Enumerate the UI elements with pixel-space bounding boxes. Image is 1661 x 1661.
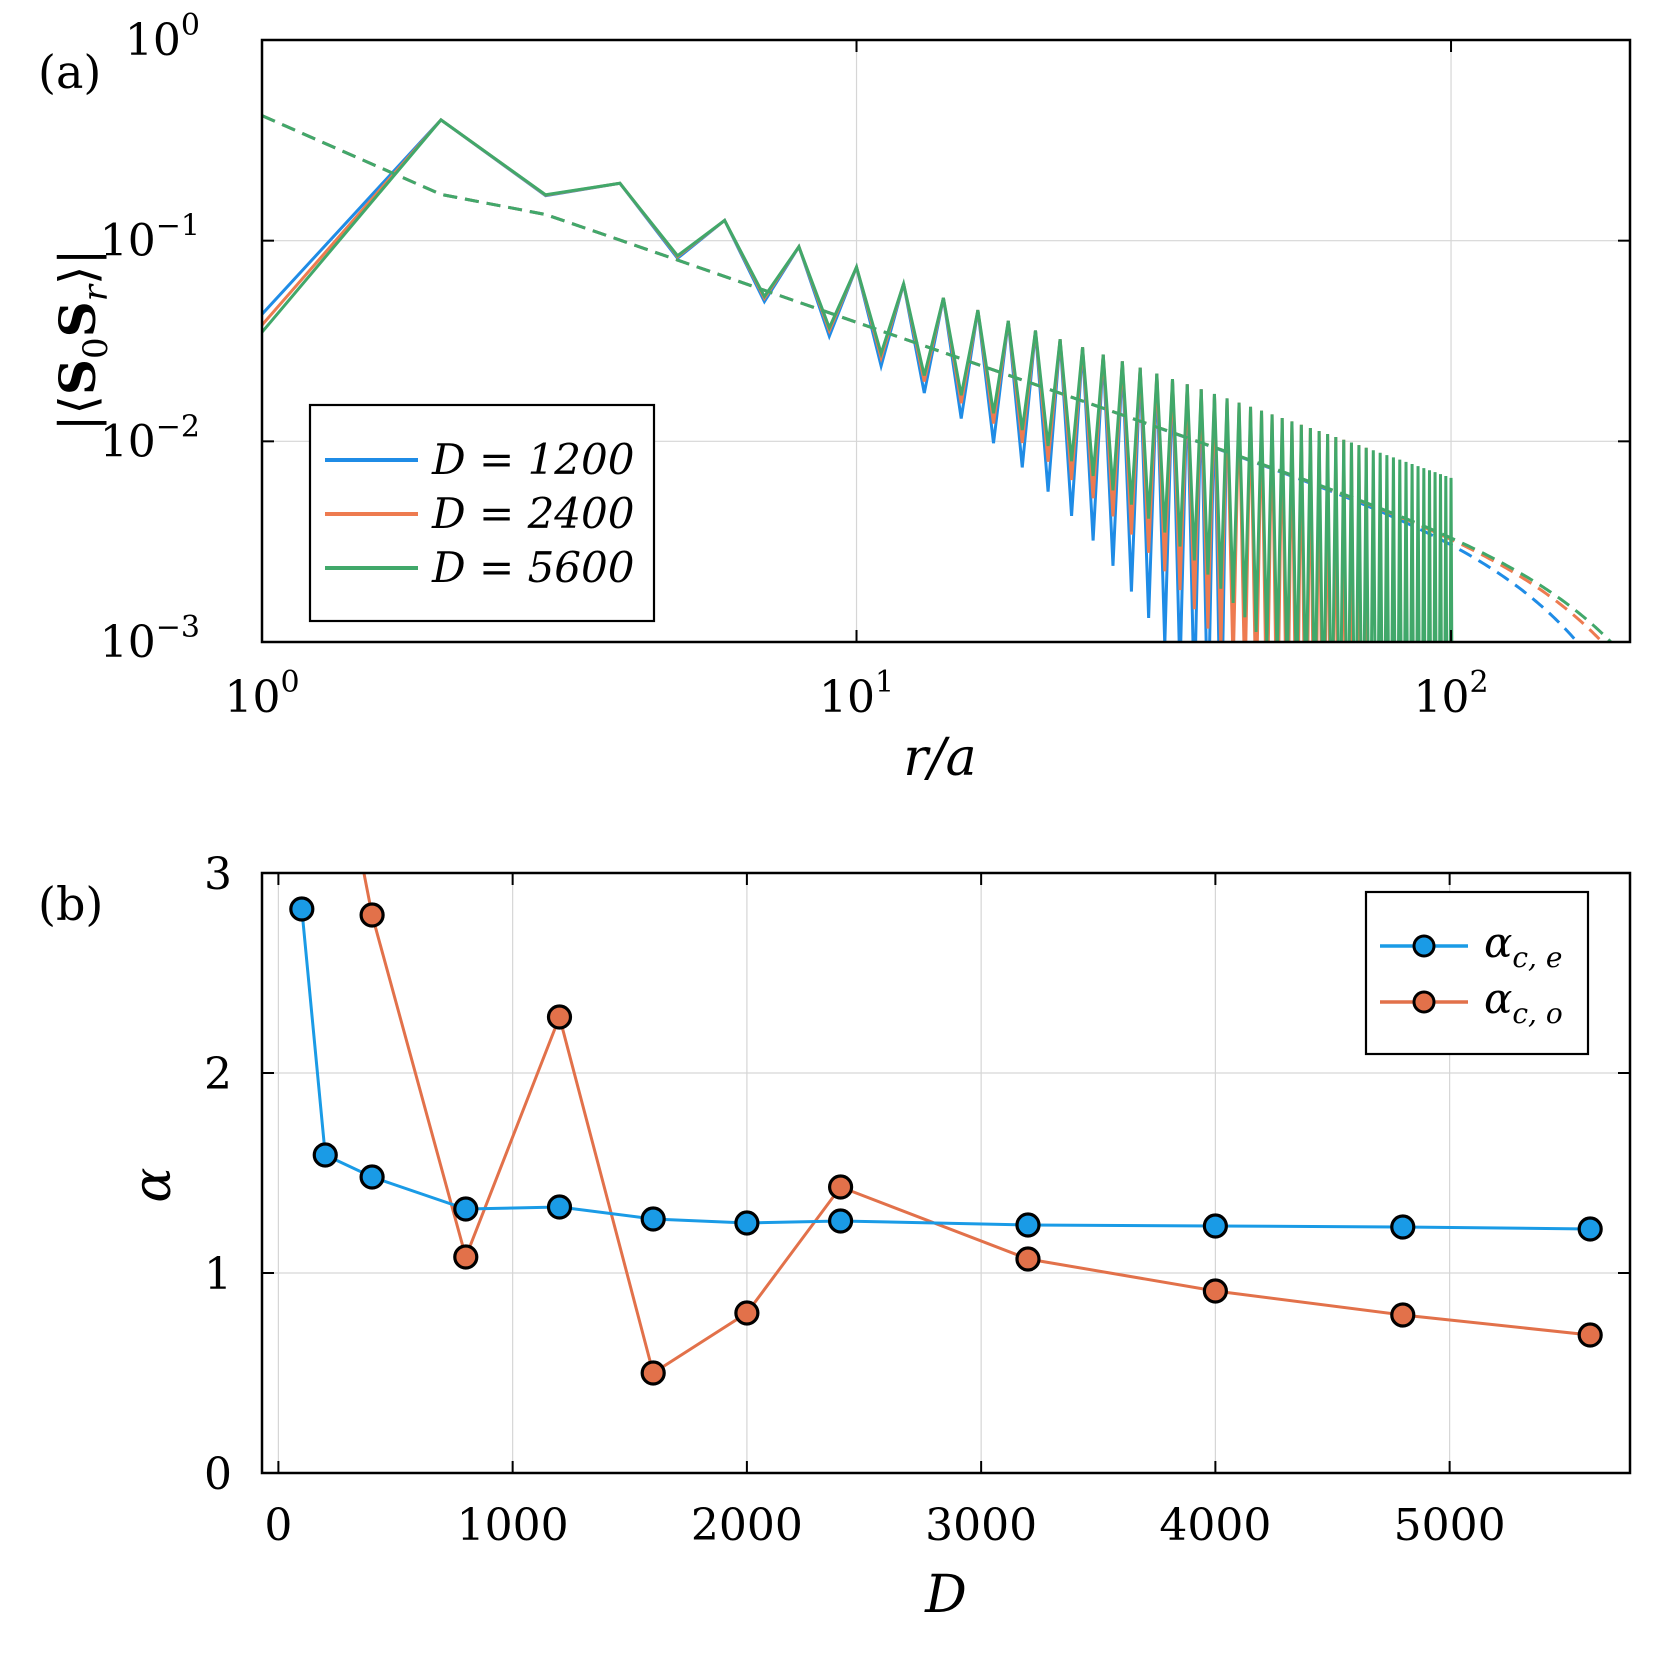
panel-b-xlabel: D — [924, 1565, 967, 1625]
legend-item-d2400: D = 2400 — [325, 489, 634, 538]
svg-text:|⟨S0Sr⟩|: |⟨S0Sr⟩| — [48, 249, 116, 432]
b-ytick-label: 1 — [204, 1249, 232, 1300]
b-point-0 — [1577, 1216, 1603, 1242]
a-ytick-label: 100 — [125, 8, 200, 66]
b-point-0 — [289, 896, 315, 922]
panel-a-label: (a) — [38, 45, 101, 99]
b-point-1 — [1202, 1278, 1228, 1304]
a-xtick-label: 101 — [819, 665, 894, 723]
b-ytick-label: 0 — [204, 1449, 232, 1500]
b-point-0 — [1202, 1213, 1228, 1239]
b-point-0 — [827, 1208, 854, 1234]
b-point-1 — [640, 1360, 666, 1386]
b-point-0 — [734, 1210, 760, 1236]
panel-a-frame — [260, 38, 1632, 644]
b-point-1 — [453, 1244, 479, 1270]
b-point-0 — [546, 1194, 573, 1220]
b-xtick-label: 0 — [264, 1500, 292, 1551]
b-xtick-label: 3000 — [925, 1500, 1037, 1551]
panel-a-series — [262, 114, 1613, 642]
panel-a-ylabel: |⟨S0Sr⟩| — [48, 249, 116, 432]
panel-b-series — [289, 873, 1603, 1386]
b-point-0 — [640, 1206, 666, 1232]
a-xtick-label: 102 — [1413, 665, 1488, 723]
legend-label-d5600: D = 5600 — [431, 543, 634, 592]
b-xtick-label: 5000 — [1394, 1500, 1506, 1551]
panel-a-legend: D = 1200 D = 2400 D = 5600 — [308, 403, 656, 623]
legend-item-d1200: D = 1200 — [325, 435, 634, 484]
panel-b-legend: αc, e αc, o — [1364, 890, 1590, 1056]
panel-a-xlabel: r/a — [903, 728, 976, 788]
panel-a: (a) 100 101 102 100 10−1 10−2 10−3 r/a |⟨S0Sr⟩… — [38, 8, 1632, 788]
legend-item-alpha-ce: αc, e — [1380, 918, 1562, 974]
b-xtick-label: 1000 — [457, 1500, 569, 1551]
b-point-0 — [453, 1196, 479, 1222]
legend-item-d5600: D = 5600 — [325, 543, 634, 592]
b-ytick-label: 3 — [204, 849, 232, 900]
a-ytick-label: 10−1 — [100, 209, 200, 267]
b-point-1 — [734, 1300, 760, 1326]
b-point-0 — [312, 1142, 338, 1168]
b-point-0 — [1015, 1212, 1041, 1238]
legend-label-d1200: D = 1200 — [431, 435, 634, 484]
panel-b-frame — [260, 871, 1632, 1475]
b-point-1 — [827, 1174, 854, 1200]
b-xtick-label: 4000 — [1159, 1500, 1271, 1551]
b-point-0 — [1390, 1214, 1416, 1240]
a-ytick-label: 10−2 — [100, 409, 200, 467]
panel-b-label: (b) — [38, 877, 103, 931]
a-ytick-label: 10−3 — [100, 610, 200, 668]
b-point-1 — [1015, 1246, 1041, 1272]
b-point-1 — [546, 1004, 573, 1030]
a-xtick-label: 100 — [224, 665, 299, 723]
b-point-1 — [1390, 1302, 1416, 1328]
a-series-line-2 — [262, 117, 1454, 642]
panel-b: (b) 0 1000 2000 3000 4000 5000 0 1 2 3 D α αc, e … — [38, 849, 1632, 1625]
b-point-1 — [1577, 1322, 1603, 1348]
b-point-1 — [359, 902, 385, 928]
a-series-line-1 — [262, 117, 1369, 642]
legend-label-d2400: D = 2400 — [431, 489, 634, 538]
panel-b-ylabel: α — [123, 1167, 183, 1202]
b-point-0 — [359, 1164, 385, 1190]
panel-b-ticks: 0 1000 2000 3000 4000 5000 0 1 2 3 — [204, 849, 1630, 1551]
b-xtick-label: 2000 — [691, 1500, 803, 1551]
b-ytick-label: 2 — [204, 1049, 232, 1100]
panel-a-ticks: 100 101 102 100 10−1 10−2 10−3 — [100, 8, 1630, 723]
